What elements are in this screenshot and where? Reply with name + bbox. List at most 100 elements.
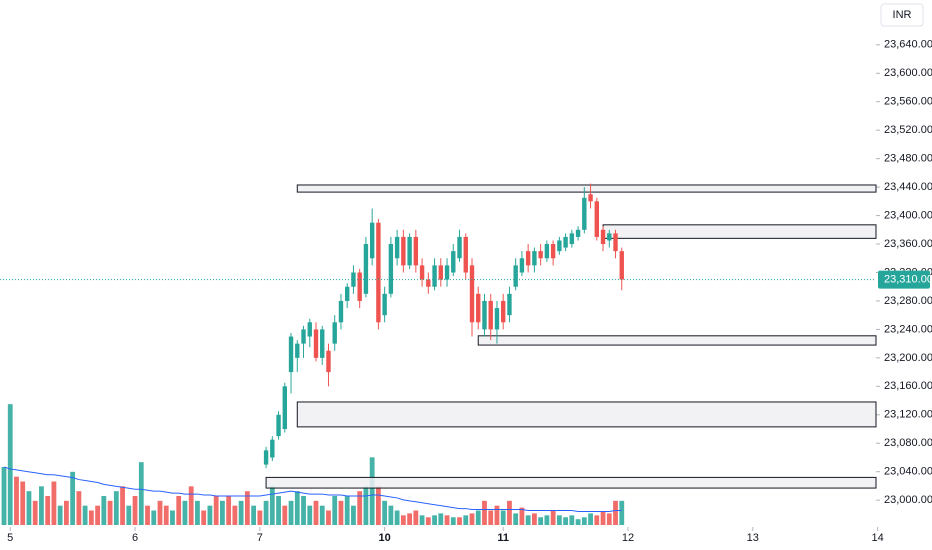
- volume-bar: [326, 510, 331, 525]
- x-tick-label: 6: [132, 532, 138, 544]
- candle-body: [600, 229, 606, 245]
- volume-bar: [500, 510, 506, 525]
- candle-body: [619, 251, 624, 280]
- y-tick-label: 23,520.00: [884, 124, 932, 136]
- volume-bar: [170, 510, 175, 525]
- volume-bar: [201, 510, 207, 525]
- volume-bar: [344, 496, 350, 525]
- y-tick-label: 23,080.00: [884, 437, 932, 449]
- volume-bar: [307, 505, 313, 525]
- volume-bar: [238, 500, 244, 525]
- volume-bar: [332, 496, 338, 525]
- y-tick-label: 23,280.00: [884, 295, 932, 307]
- volume-bar: [7, 404, 13, 525]
- candle-body: [488, 300, 493, 330]
- volume-bar: [182, 500, 188, 525]
- volume-bar: [20, 481, 26, 525]
- volume-bar: [51, 481, 57, 525]
- volume-bar: [581, 517, 587, 525]
- y-tick-label: 23,200.00: [884, 352, 932, 364]
- candle-body: [382, 293, 387, 316]
- last-price-box: [878, 270, 930, 289]
- volume-bar: [532, 513, 537, 525]
- volume-bar: [64, 500, 69, 525]
- volume-bar: [176, 496, 182, 525]
- volume-bar: [507, 500, 512, 525]
- candle-body: [544, 244, 550, 259]
- volume-bar: [351, 505, 356, 525]
- volume-bar: [388, 505, 394, 525]
- zone: [602, 224, 877, 239]
- volume-bar: [244, 491, 250, 525]
- volume-bar: [525, 515, 531, 525]
- volume-bar: [519, 507, 525, 525]
- candle-body: [419, 265, 425, 280]
- candle-body: [476, 293, 481, 323]
- candle-body: [332, 322, 337, 344]
- volume-bar: [463, 515, 469, 525]
- volume-bar: [469, 513, 475, 525]
- candle-body: [594, 201, 599, 237]
- candle-body: [388, 244, 394, 294]
- volume-bar: [475, 510, 481, 525]
- y-tick-label: 23,360.00: [884, 238, 932, 250]
- candle-body: [263, 450, 269, 465]
- volume-bar: [569, 515, 575, 525]
- volume-bar: [132, 496, 138, 525]
- y-tick-label: 23,400.00: [884, 209, 932, 221]
- volume-bar: [394, 510, 400, 525]
- x-tick-label: 5: [7, 532, 13, 544]
- candle-body: [338, 300, 344, 323]
- volume-bar: [544, 515, 550, 525]
- candle-body: [270, 439, 275, 458]
- currency-box[interactable]: [880, 3, 924, 27]
- y-tick-label: 23,040.00: [884, 466, 932, 478]
- candle-body: [295, 343, 300, 358]
- candle-body: [569, 233, 575, 245]
- x-tick-label: 13: [747, 532, 759, 544]
- volume-bar: [232, 505, 238, 525]
- volume-bar: [494, 505, 500, 525]
- volume-bar: [213, 496, 219, 525]
- candle-body: [613, 233, 618, 252]
- volume-bar: [126, 505, 132, 525]
- candle-body: [469, 265, 475, 323]
- candle-body: [582, 197, 587, 230]
- volume-bar: [425, 517, 431, 525]
- volume-bar: [407, 513, 412, 525]
- candle-body: [276, 414, 281, 437]
- volume-bar: [438, 513, 444, 525]
- candle-body: [369, 222, 375, 259]
- candle-body: [438, 265, 443, 280]
- volume-bar: [619, 500, 625, 525]
- candle-body: [363, 244, 369, 294]
- candle-body: [326, 350, 331, 373]
- volume-bar: [606, 513, 612, 525]
- candle-body: [307, 322, 312, 337]
- volume-bar: [120, 486, 125, 525]
- candle-body: [351, 272, 356, 287]
- candle-body: [507, 293, 512, 316]
- candle-body: [588, 194, 593, 202]
- volume-bar: [220, 500, 225, 525]
- candle-body: [432, 265, 437, 287]
- volume-bar: [613, 500, 618, 525]
- volume-bar: [400, 515, 406, 525]
- candle-body: [575, 229, 581, 237]
- candle-body: [313, 329, 319, 358]
- volume-bar: [45, 496, 51, 525]
- candle-body: [282, 386, 287, 430]
- volume-bar: [450, 517, 456, 525]
- volume-bar: [376, 486, 381, 525]
- volume-bar: [251, 505, 256, 525]
- x-tick-label: 7: [257, 532, 263, 544]
- volume-bar: [313, 500, 319, 525]
- candle-body: [407, 236, 412, 266]
- candle-body: [513, 265, 518, 287]
- volume-bar: [151, 510, 157, 525]
- candle-body: [463, 236, 468, 273]
- volume-bar: [382, 500, 388, 525]
- volume-bar: [457, 517, 462, 525]
- candle-body: [444, 265, 450, 280]
